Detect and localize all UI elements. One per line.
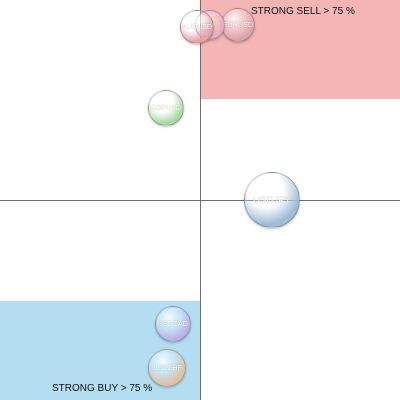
bubble-gbpusd-label: GBPUSD <box>150 104 182 112</box>
bubble-usdjpy[interactable]: USDJPY <box>244 172 300 228</box>
bubble-eurusd-label: EURUSD <box>222 21 254 29</box>
bubble-usdchf-label: USDCHF <box>152 364 182 372</box>
bubble-usdchf[interactable]: USDCHF <box>148 349 186 387</box>
bubble-usdjpy-label: USDJPY <box>252 194 292 206</box>
bubble-eurusd[interactable]: EURUSD <box>221 8 255 42</box>
bubble-usdcad-label: USDCAD <box>157 320 189 328</box>
bubble-audusd[interactable]: AUDUSD <box>180 10 214 44</box>
bubble-gbpusd[interactable]: GBPUSD <box>148 90 184 126</box>
strong-sell-label: STRONG SELL > 75 % <box>251 6 355 17</box>
bubble-usdcad[interactable]: USDCAD <box>155 306 191 342</box>
bubble-audusd-label: AUDUSD <box>181 23 213 31</box>
horizontal-axis <box>0 200 400 201</box>
strong-buy-label: STRONG BUY > 75 % <box>52 383 153 394</box>
